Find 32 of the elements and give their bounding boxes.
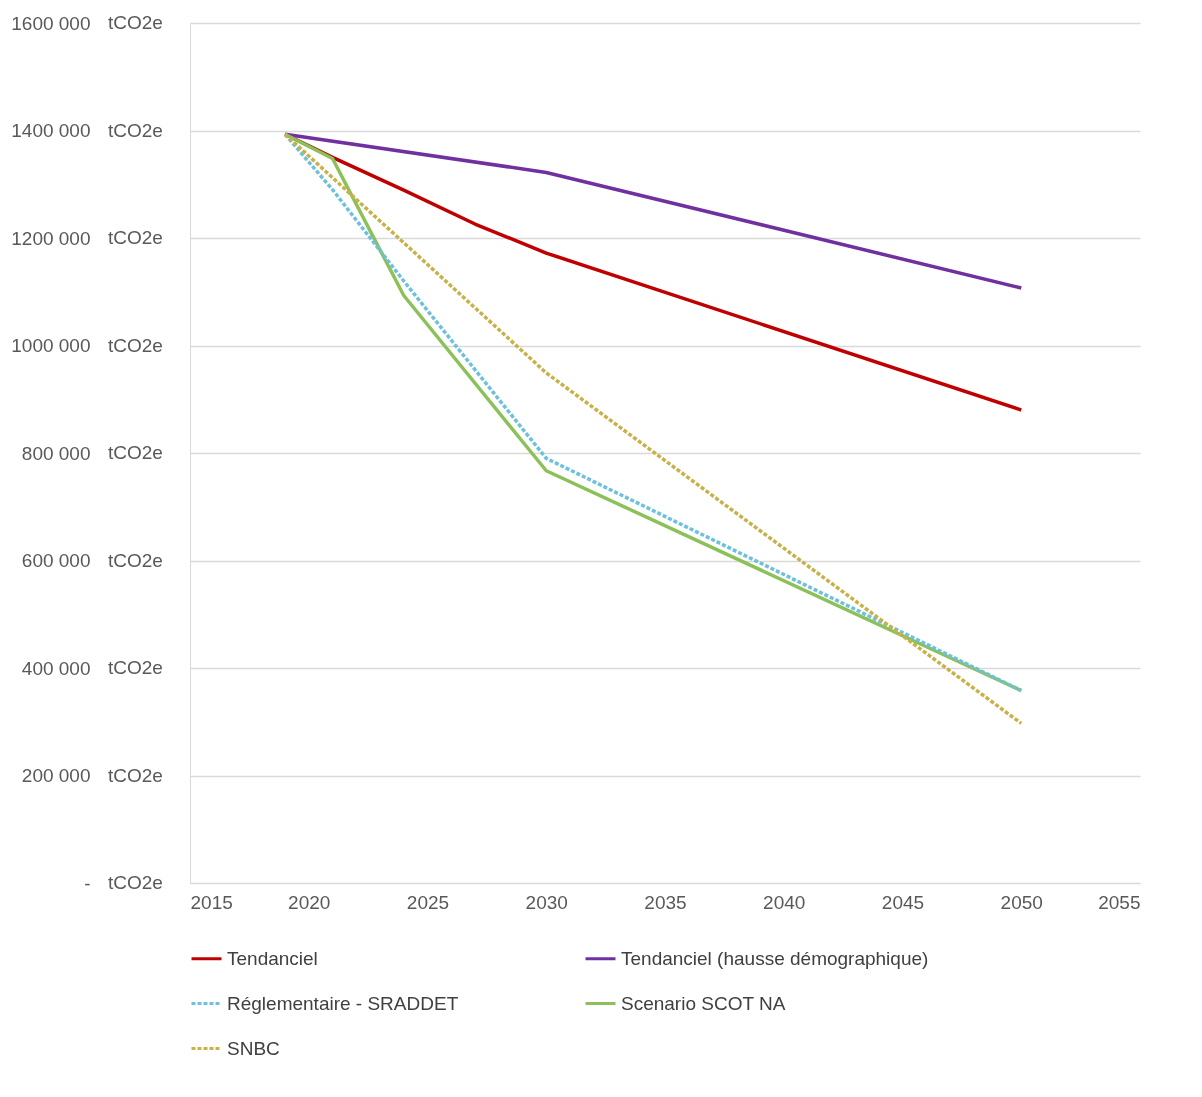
x-tick-label: 2020	[288, 891, 331, 913]
legend-label: Scenario SCOT NA	[621, 992, 786, 1014]
text: tCO2e	[108, 334, 163, 356]
y-tick-label: 200 000	[21, 765, 91, 786]
text: tCO2e	[108, 12, 163, 33]
x-tick-label: 2035	[644, 891, 687, 913]
text: tCO2e	[108, 549, 163, 571]
y-tick-label: 800 000	[21, 442, 91, 464]
text: tCO2e	[108, 764, 163, 786]
legend-label: SNBC	[227, 1037, 280, 1059]
x-tick-label: 2025	[406, 891, 450, 913]
x-tick-label: 2040	[763, 891, 806, 913]
legend-label: Tendanciel (hausse démographique)	[621, 947, 929, 969]
y-axis-title: tCO2e	[108, 872, 163, 893]
text: tCO2e	[108, 442, 163, 463]
y-tick-label: 1600 000	[11, 12, 91, 34]
y-tick-label: -	[84, 872, 91, 894]
x-tick-label: 2055	[1098, 891, 1141, 913]
y-tick-label: 1000 000	[11, 335, 91, 356]
text: tCO2e	[108, 657, 163, 678]
x-tick-label: 2015	[190, 891, 233, 913]
y-tick-label: 1200 000	[11, 227, 91, 249]
text: tCO2e	[108, 227, 163, 248]
x-tick-label: 2030	[525, 891, 568, 913]
y-tick-label: 600 000	[21, 550, 91, 571]
text: tCO2e	[108, 119, 163, 141]
x-tick-label: 2050	[1000, 891, 1043, 913]
legend-label: Réglementaire - SRADDET	[227, 992, 459, 1014]
x-tick-label: 2045	[881, 891, 925, 913]
legend-label: Tendanciel	[227, 947, 318, 969]
y-tick-label: 400 000	[21, 657, 91, 679]
y-tick-label: 1400 000	[11, 120, 91, 141]
